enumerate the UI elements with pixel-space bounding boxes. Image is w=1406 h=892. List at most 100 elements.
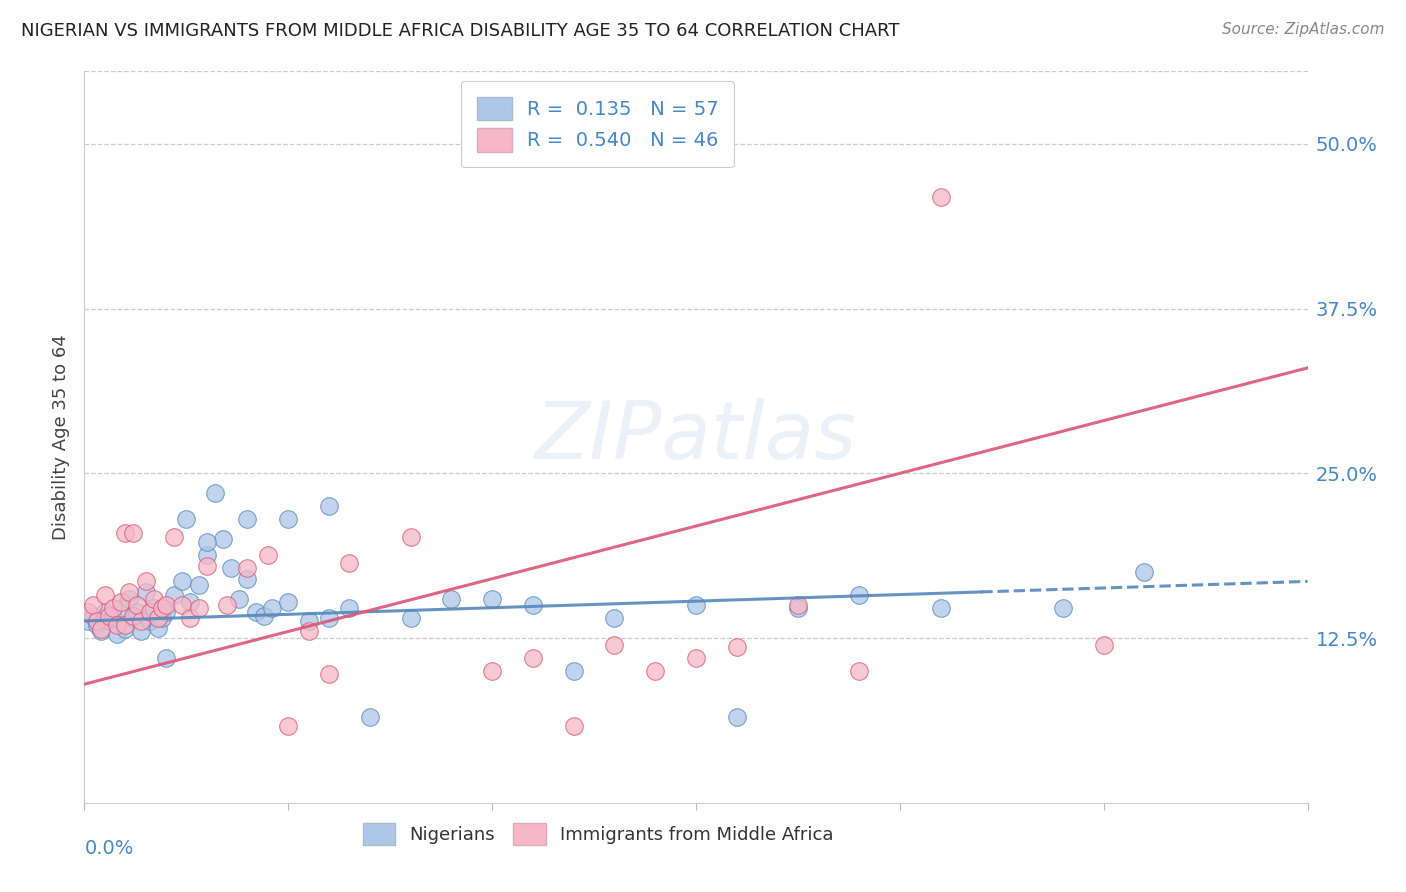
Text: ZIPatlas: ZIPatlas: [534, 398, 858, 476]
Point: [318, 666, 340, 681]
Point: [1052, 600, 1074, 615]
Point: [86, 614, 108, 628]
Point: [277, 595, 299, 609]
Point: [929, 600, 952, 615]
Point: [127, 598, 149, 612]
Point: [105, 627, 128, 641]
Point: [114, 622, 136, 636]
Point: [155, 605, 177, 619]
Point: [114, 618, 136, 632]
Point: [122, 608, 145, 623]
Point: [481, 591, 503, 606]
Legend: Nigerians, Immigrants from Middle Africa: Nigerians, Immigrants from Middle Africa: [356, 816, 841, 852]
Point: [105, 618, 128, 632]
Point: [195, 548, 218, 562]
Point: [118, 585, 141, 599]
Point: [318, 611, 340, 625]
Point: [142, 600, 165, 615]
Point: [685, 650, 707, 665]
Point: [219, 561, 242, 575]
Point: [522, 598, 544, 612]
Point: [562, 664, 585, 678]
Point: [163, 530, 186, 544]
Point: [848, 588, 870, 602]
Point: [318, 500, 340, 514]
Point: [77, 614, 100, 628]
Point: [146, 620, 169, 634]
Point: [522, 650, 544, 665]
Point: [131, 624, 153, 639]
Point: [97, 608, 120, 623]
Point: [127, 605, 149, 619]
Point: [146, 611, 169, 625]
Point: [114, 525, 136, 540]
Point: [142, 591, 165, 606]
Point: [90, 622, 112, 636]
Point: [236, 561, 259, 575]
Point: [93, 588, 115, 602]
Point: [212, 533, 235, 547]
Point: [929, 189, 952, 203]
Point: [131, 614, 153, 628]
Point: [82, 608, 104, 623]
Point: [101, 600, 124, 615]
Point: [603, 611, 626, 625]
Point: [339, 600, 361, 615]
Point: [138, 614, 160, 628]
Point: [150, 600, 173, 615]
Point: [204, 486, 226, 500]
Point: [150, 611, 173, 625]
Point: [399, 530, 422, 544]
Point: [93, 605, 115, 619]
Point: [172, 574, 194, 589]
Point: [298, 624, 321, 639]
Point: [86, 618, 108, 632]
Point: [97, 614, 120, 628]
Point: [787, 600, 810, 615]
Point: [787, 598, 810, 612]
Point: [163, 588, 186, 602]
Point: [187, 578, 209, 592]
Point: [1092, 638, 1115, 652]
Point: [236, 512, 259, 526]
Point: [848, 664, 870, 678]
Point: [236, 572, 259, 586]
Point: [90, 624, 112, 639]
Point: [359, 710, 381, 724]
Point: [245, 605, 267, 619]
Point: [260, 600, 283, 615]
Point: [277, 719, 299, 733]
Point: [101, 611, 124, 625]
Point: [562, 719, 585, 733]
Point: [135, 585, 157, 599]
Point: [725, 710, 748, 724]
Point: [277, 512, 299, 526]
Point: [122, 611, 145, 625]
Point: [481, 664, 503, 678]
Point: [257, 548, 280, 562]
Point: [187, 600, 209, 615]
Point: [298, 614, 321, 628]
Point: [179, 611, 201, 625]
Point: [77, 605, 100, 619]
Point: [172, 598, 194, 612]
Point: [135, 574, 157, 589]
Point: [399, 611, 422, 625]
Point: [195, 534, 218, 549]
Point: [155, 650, 177, 665]
Point: [644, 664, 666, 678]
Point: [122, 525, 145, 540]
Point: [228, 591, 250, 606]
Point: [138, 605, 160, 619]
Point: [174, 512, 197, 526]
Text: Source: ZipAtlas.com: Source: ZipAtlas.com: [1222, 22, 1385, 37]
Point: [217, 598, 239, 612]
Point: [155, 598, 177, 612]
Point: [118, 591, 141, 606]
Point: [1133, 565, 1156, 579]
Y-axis label: Disability Age 35 to 64: Disability Age 35 to 64: [52, 334, 70, 540]
Point: [179, 595, 201, 609]
Point: [82, 598, 104, 612]
Text: 0.0%: 0.0%: [84, 839, 134, 858]
Point: [195, 558, 218, 573]
